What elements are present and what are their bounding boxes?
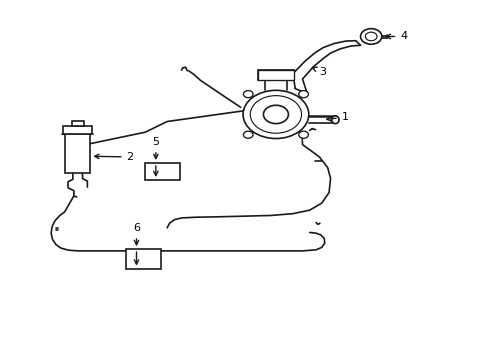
Bar <box>72 121 83 126</box>
Circle shape <box>243 131 253 138</box>
Text: 4: 4 <box>386 31 407 41</box>
Text: 6: 6 <box>133 223 140 245</box>
Ellipse shape <box>331 116 338 123</box>
Text: 1: 1 <box>326 112 348 122</box>
Text: 3: 3 <box>312 67 326 77</box>
Circle shape <box>298 91 308 98</box>
Text: 2: 2 <box>94 152 133 162</box>
Bar <box>126 249 161 269</box>
Text: 5: 5 <box>152 137 159 159</box>
Bar <box>257 70 294 80</box>
Circle shape <box>298 131 308 138</box>
Circle shape <box>243 91 253 98</box>
Bar <box>65 134 90 173</box>
Bar <box>145 163 180 180</box>
Bar <box>63 126 92 134</box>
